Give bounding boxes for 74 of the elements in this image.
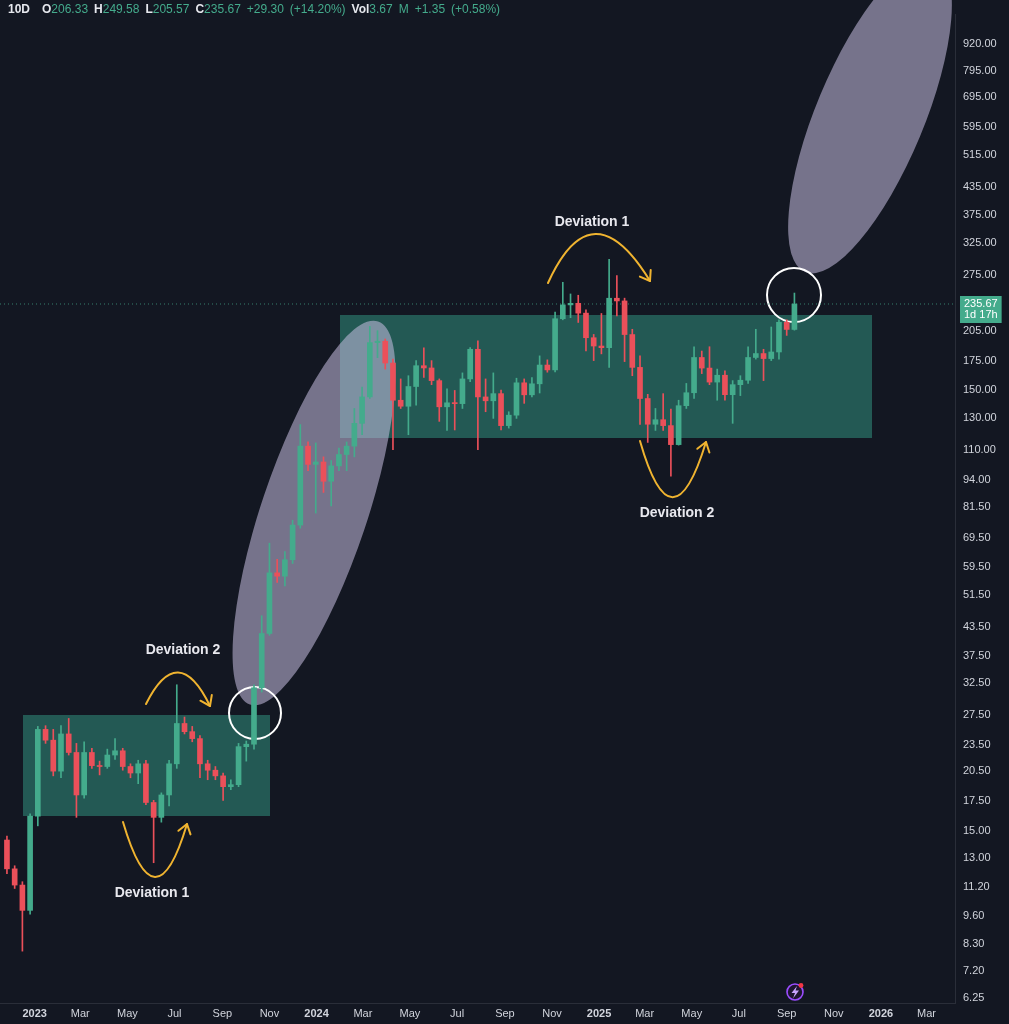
x-tick-label: Mar bbox=[635, 1006, 655, 1019]
y-tick-label: 15.00 bbox=[963, 823, 991, 836]
x-tick-label: Nov bbox=[824, 1006, 845, 1019]
y-tick-label: 43.50 bbox=[963, 620, 991, 633]
x-tick-label: Nov bbox=[259, 1006, 280, 1019]
y-tick-label: 130.00 bbox=[963, 410, 997, 423]
candlestick bbox=[660, 393, 666, 431]
annotation: Deviation 1 bbox=[114, 883, 190, 900]
y-tick-label: 81.50 bbox=[963, 500, 991, 513]
x-tick-label: Sep bbox=[212, 1006, 233, 1019]
annotation: Deviation 2 bbox=[145, 640, 221, 657]
x-tick-label: 2026 bbox=[868, 1006, 894, 1019]
y-tick-label: 515.00 bbox=[963, 147, 997, 160]
y-tick-label: 13.00 bbox=[963, 851, 991, 864]
candlestick bbox=[312, 442, 319, 514]
y-tick-label: 795.00 bbox=[963, 64, 997, 77]
y-tick-label: 11.20 bbox=[963, 879, 990, 892]
x-tick-label: May bbox=[116, 1006, 139, 1019]
y-tick-label: 595.00 bbox=[963, 119, 997, 132]
y-tick-label: 150.00 bbox=[963, 383, 997, 396]
y-tick-label: 6.25 bbox=[963, 991, 985, 1004]
y-tick-label: 51.50 bbox=[963, 587, 991, 600]
candlestick bbox=[397, 378, 404, 409]
x-tick-label: Sep bbox=[776, 1006, 797, 1019]
candlestick bbox=[444, 388, 450, 431]
x-tick-label: May bbox=[399, 1006, 421, 1019]
x-tick-label: Nov bbox=[542, 1006, 563, 1019]
y-tick-label: 94.00 bbox=[963, 472, 991, 485]
x-tick-label: May bbox=[681, 1006, 703, 1019]
y-tick-label: 375.00 bbox=[963, 208, 997, 221]
candlestick bbox=[112, 738, 118, 760]
chart-title: 10D bbox=[8, 2, 31, 17]
y-tick-label: 20.50 bbox=[963, 764, 991, 777]
x-tick-label: Mar bbox=[353, 1006, 373, 1019]
y-tick-label: 110.00 bbox=[963, 442, 996, 455]
y-tick-label: 175.00 bbox=[963, 353, 997, 366]
candlestick bbox=[614, 275, 620, 317]
candlestick bbox=[714, 368, 721, 401]
x-tick-label: Sep bbox=[495, 1006, 515, 1019]
x-tick-label: 2025 bbox=[586, 1006, 612, 1019]
y-tick-label: 325.00 bbox=[963, 235, 997, 248]
y-tick-label: 275.00 bbox=[963, 267, 997, 280]
x-tick-label: Mar bbox=[70, 1006, 91, 1019]
y-tick-label: 17.50 bbox=[963, 794, 991, 807]
x-tick-label: Mar bbox=[916, 1006, 937, 1019]
y-tick-label: 8.30 bbox=[963, 937, 985, 950]
y-tick-label: 9.60 bbox=[963, 909, 985, 922]
annotation: Deviation 2 bbox=[639, 503, 715, 520]
y-tick-label: 920.00 bbox=[963, 36, 997, 49]
x-tick-label: Jul bbox=[731, 1006, 746, 1019]
x-tick-label: Jul bbox=[450, 1006, 465, 1019]
y-tick-label: 23.50 bbox=[963, 738, 991, 751]
candlestick bbox=[243, 740, 250, 762]
y-tick-label: 37.50 bbox=[963, 648, 991, 661]
x-tick-label: 2024 bbox=[304, 1006, 330, 1019]
candlestick bbox=[421, 347, 427, 378]
candlestick bbox=[274, 559, 280, 583]
ref-line-label: 235.67 1d 17h bbox=[963, 297, 998, 321]
x-tick-label: Jul bbox=[167, 1006, 182, 1019]
y-tick-label: 59.50 bbox=[963, 560, 991, 573]
y-tick-label: 435.00 bbox=[963, 179, 997, 192]
candlestick bbox=[451, 390, 458, 431]
y-tick-label: 205.00 bbox=[963, 323, 997, 336]
text: O206.33 H249.58 L205.57 C235.67 +29.30 (+14.20%) Vol3.67 M +1.35 (+0.58%) bbox=[42, 2, 501, 17]
y-tick-label: 32.50 bbox=[963, 676, 991, 689]
y-tick-label: 695.00 bbox=[963, 90, 997, 103]
candlestick bbox=[768, 326, 775, 361]
candlestick bbox=[752, 328, 759, 360]
annotation: Deviation 1 bbox=[554, 212, 630, 229]
x-tick-label: 2023 bbox=[22, 1006, 47, 1019]
candlestick bbox=[490, 372, 497, 419]
y-tick-label: 7.20 bbox=[963, 964, 985, 977]
y-tick-label: 69.50 bbox=[963, 530, 991, 543]
y-tick-label: 27.50 bbox=[963, 707, 991, 720]
